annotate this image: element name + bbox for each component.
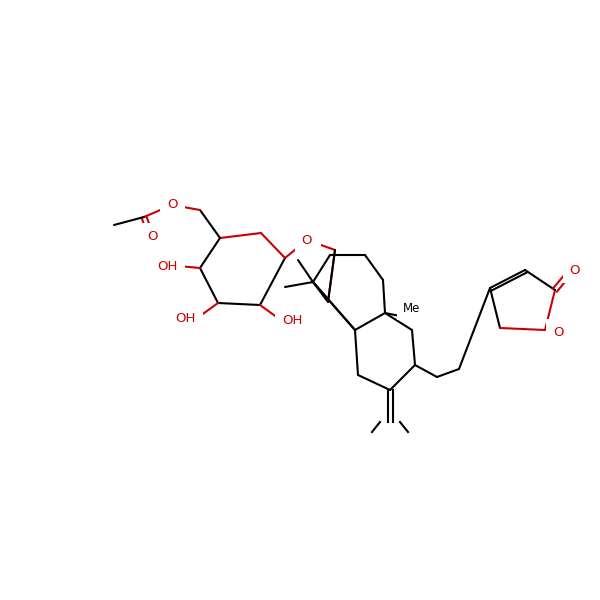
Text: O: O	[570, 262, 580, 275]
Text: OH: OH	[158, 259, 178, 272]
Text: O: O	[302, 233, 312, 247]
Text: OH: OH	[282, 314, 302, 328]
Text: O: O	[168, 199, 178, 211]
Text: O: O	[148, 232, 158, 245]
Text: O: O	[570, 263, 580, 277]
Text: Me: Me	[403, 301, 421, 314]
Text: O: O	[554, 329, 565, 341]
Text: O: O	[304, 233, 314, 247]
Text: OH: OH	[170, 314, 190, 328]
Text: O: O	[553, 325, 563, 338]
Text: O: O	[147, 229, 157, 242]
Text: OH: OH	[152, 257, 172, 269]
Text: OH: OH	[285, 317, 305, 329]
Text: O: O	[167, 199, 177, 211]
Text: OH: OH	[176, 313, 196, 325]
